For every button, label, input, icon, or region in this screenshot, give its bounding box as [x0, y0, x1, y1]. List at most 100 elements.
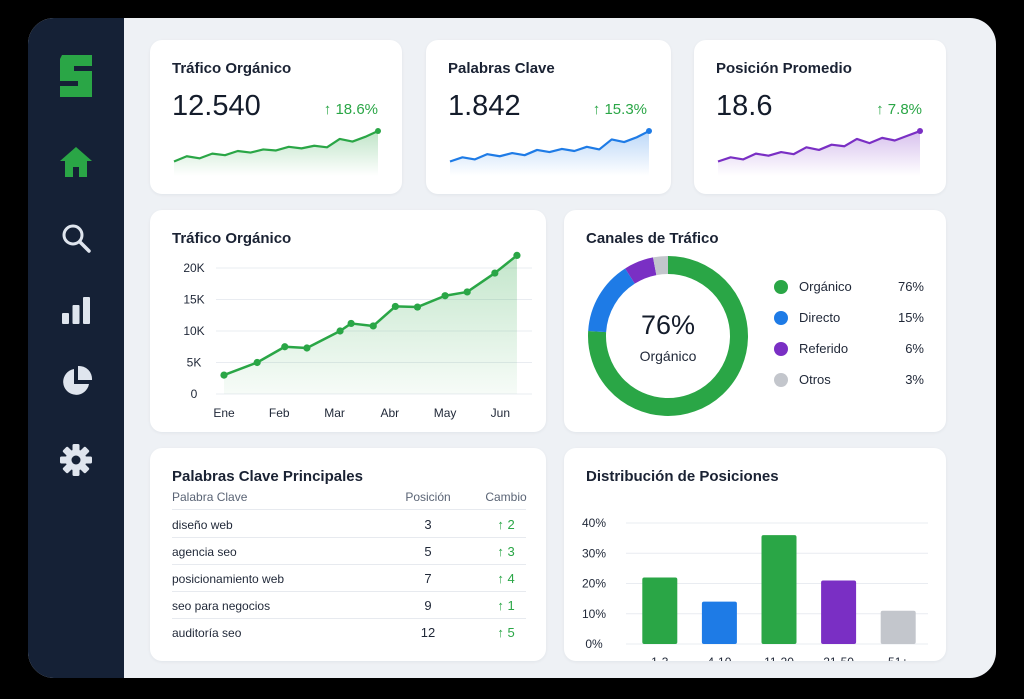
x-tick-label: Feb [269, 406, 290, 420]
traffic-data-point [463, 288, 471, 296]
traffic-data-point [513, 251, 521, 259]
legend-item[interactable]: Otros 3% [774, 370, 924, 390]
change-cell: ↑ 3 [497, 544, 515, 559]
nav-analytics[interactable] [54, 288, 98, 332]
kpi-sparkline [449, 128, 652, 176]
nav-search[interactable] [54, 216, 98, 260]
sparkline-end-point [375, 128, 381, 135]
bar [880, 610, 916, 644]
dashboard-window: Tráfico Orgánico 12.540 ↑ 18.6% Palabras… [28, 18, 996, 678]
y-tick-label: 5K [187, 356, 202, 370]
traffic-data-point [336, 327, 344, 335]
traffic-area-fill [224, 255, 517, 394]
bar [642, 577, 678, 644]
x-tick-label: 51+ [888, 655, 908, 661]
y-tick-label: 10% [582, 607, 606, 621]
kpi-value: 1.842 [448, 90, 521, 122]
kpi-card-keywords[interactable]: Palabras Clave 1.842 ↑ 15.3% [426, 40, 671, 194]
sidebar [28, 18, 124, 678]
legend-label: Orgánico [799, 279, 852, 294]
traffic-data-point [441, 292, 449, 300]
nav-reports[interactable] [54, 360, 98, 404]
organic-traffic-card: Tráfico Orgánico 0 5K 10K 15K 20K Ene Feb Mar Ab… [150, 210, 546, 432]
kpi-value: 12.540 [172, 90, 261, 122]
donut-slice [588, 268, 636, 333]
x-tick-label: May [434, 406, 457, 420]
legend-item[interactable]: Directo 15% [774, 308, 924, 328]
traffic-data-point [369, 322, 377, 330]
x-tick-label: Abr [380, 406, 399, 420]
keyword-cell: seo para negocios [172, 599, 271, 613]
legend-value: 76% [897, 279, 924, 294]
chart-title: Canales de Tráfico [586, 230, 719, 247]
bar [761, 535, 797, 644]
kpi-delta: ↑ 18.6% [323, 101, 378, 118]
table-row[interactable]: diseño web 3 ↑ 2 [172, 511, 526, 538]
kpi-value: 18.6 [716, 90, 773, 122]
nav-home[interactable] [54, 140, 98, 184]
x-tick-label: 21-50 [823, 655, 854, 661]
gear-icon [60, 444, 92, 476]
traffic-data-point [220, 371, 228, 379]
sparkline-line [717, 130, 921, 163]
legend-color-swatch [774, 280, 788, 294]
traffic-data-point [347, 319, 355, 328]
kpi-sparkline [717, 128, 923, 176]
position-cell: 7 [424, 571, 432, 586]
organic-traffic-chart: 0 5K 10K 15K 20K Ene Feb Mar Abr May Jun [183, 251, 532, 420]
y-tick-label: 0% [585, 637, 603, 651]
legend-value: 3% [905, 372, 924, 387]
legend-label: Directo [799, 310, 841, 325]
header-position[interactable]: Posición [405, 490, 451, 504]
legend-color-swatch [774, 342, 788, 356]
legend-item[interactable]: Referido 6% [774, 339, 924, 359]
table-title: Palabras Clave Principales [172, 468, 363, 485]
pie-chart-icon [63, 365, 93, 395]
top-keywords-card: Palabras Clave Principales Palabra Clave… [150, 448, 546, 661]
header-change[interactable]: Cambio [485, 490, 527, 504]
y-tick-label: 20% [582, 577, 606, 591]
sparkline-end-point [917, 128, 923, 135]
bar-chart-icon [62, 297, 90, 324]
logo-s-icon [60, 55, 92, 97]
logo[interactable] [54, 54, 98, 98]
header-keyword[interactable]: Palabra Clave [172, 490, 248, 504]
y-tick-label: 10K [183, 324, 204, 338]
x-tick-label: Ene [213, 406, 235, 420]
table-row[interactable]: auditoría seo 12 ↑ 5 [172, 619, 526, 646]
keyword-cell: diseño web [172, 518, 233, 532]
position-cell: 3 [424, 517, 432, 532]
table-row[interactable]: agencia seo 5 ↑ 3 [172, 538, 526, 565]
traffic-channels-donut [588, 256, 748, 416]
x-tick-label: 11-20 [764, 655, 794, 661]
position-cell: 5 [424, 544, 432, 559]
donut-slice [625, 257, 657, 284]
bar [701, 601, 737, 644]
kpi-card-average-position[interactable]: Posición Promedio 18.6 ↑ 7.8% [694, 40, 946, 194]
position-distribution-card: Distribución de Posiciones 0% 10% 20% 30% 40… [564, 448, 946, 661]
x-tick-label: 4-10 [707, 655, 731, 661]
legend-value: 6% [905, 341, 924, 356]
chart-title: Tráfico Orgánico [172, 230, 292, 247]
traffic-data-point [491, 269, 499, 277]
legend-item[interactable]: Orgánico 76% [774, 277, 924, 297]
table-row[interactable]: seo para negocios 9 ↑ 1 [172, 592, 526, 619]
kpi-card-organic-traffic[interactable]: Tráfico Orgánico 12.540 ↑ 18.6% [150, 40, 402, 194]
y-tick-label: 20K [183, 261, 204, 275]
table-row[interactable]: posicionamiento web 7 ↑ 4 [172, 565, 526, 592]
keyword-cell: agencia seo [172, 545, 237, 559]
position-cell: 9 [424, 598, 432, 613]
traffic-data-point [303, 344, 311, 352]
kpi-delta: ↑ 7.8% [876, 101, 922, 118]
y-tick-label: 15K [183, 293, 204, 307]
nav-settings[interactable] [54, 438, 98, 482]
change-cell: ↑ 4 [497, 571, 515, 586]
traffic-data-point [391, 302, 399, 311]
keyword-cell: posicionamiento web [172, 572, 285, 586]
position-cell: 12 [420, 625, 436, 640]
y-tick-label: 40% [582, 516, 606, 530]
traffic-data-point [413, 303, 422, 311]
traffic-data-point [253, 358, 261, 367]
legend-color-swatch [774, 373, 788, 387]
chart-title: Distribución de Posiciones [586, 468, 779, 485]
